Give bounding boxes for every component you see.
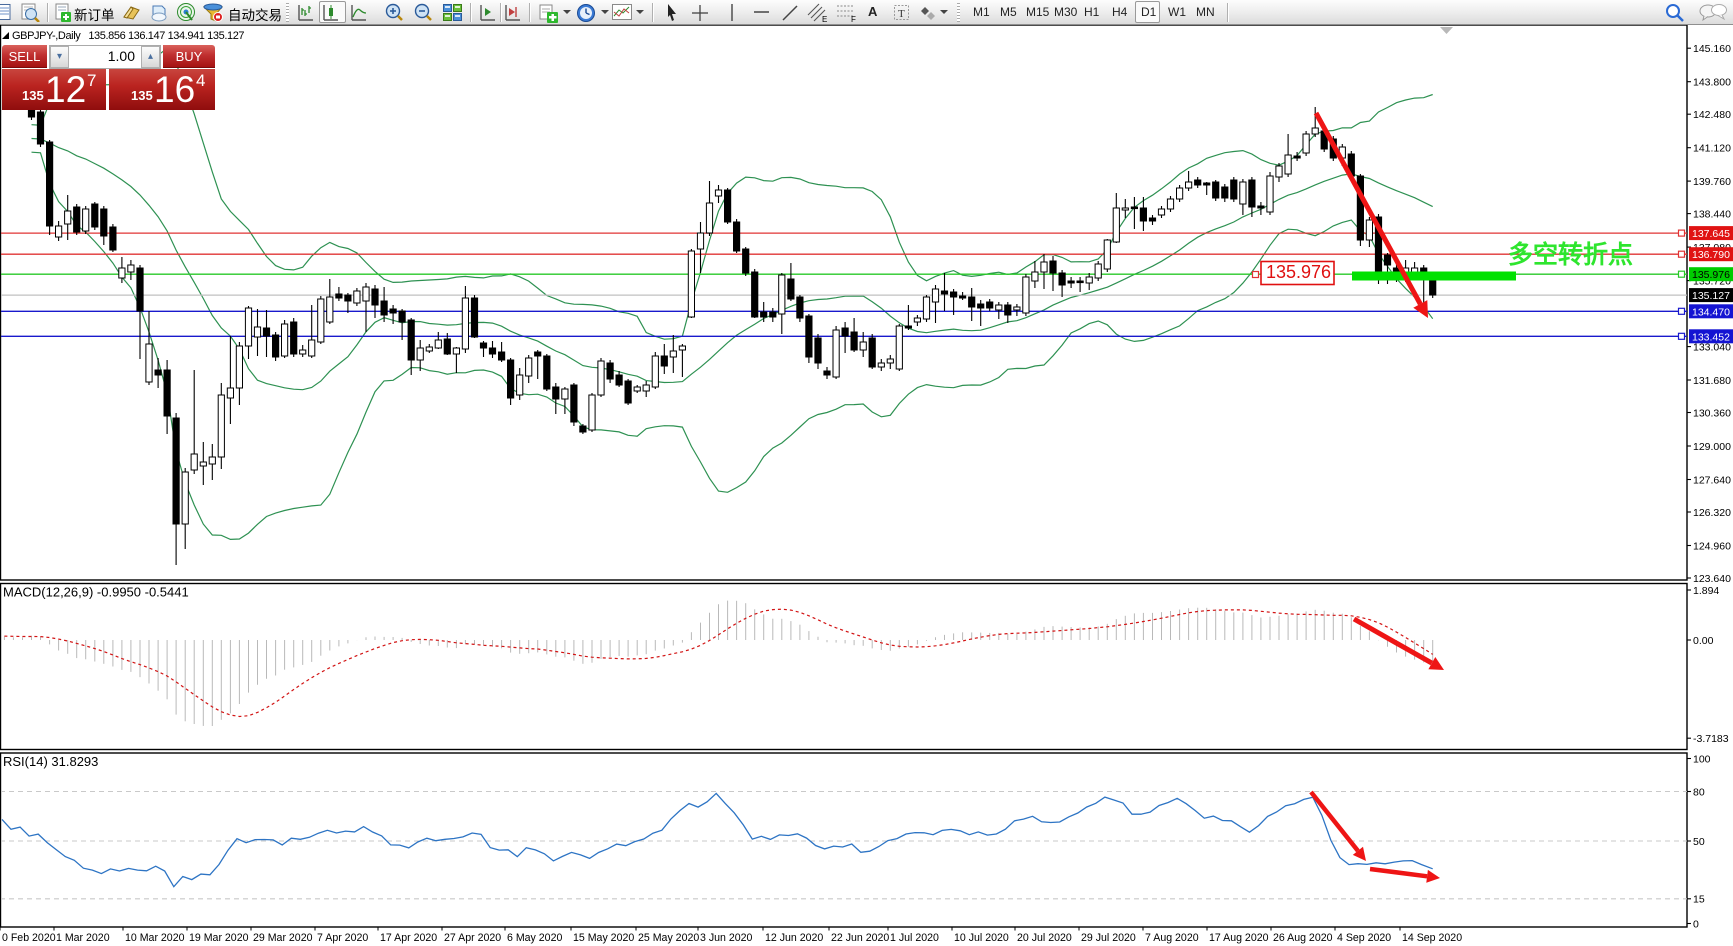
svg-text:123.640: 123.640 — [1693, 573, 1731, 585]
svg-text:RSI(14) 31.8293: RSI(14) 31.8293 — [3, 754, 98, 769]
svg-text:50: 50 — [1693, 836, 1705, 848]
svg-text:17 Aug 2020: 17 Aug 2020 — [1209, 932, 1269, 944]
svg-text:E: E — [822, 15, 827, 23]
svg-text:143.800: 143.800 — [1693, 77, 1731, 89]
svg-text:0: 0 — [1693, 918, 1699, 930]
svg-text:GBPJPY-,Daily 135.856 136.14: GBPJPY-,Daily 135.856 136.147 134.941 13… — [12, 30, 244, 42]
svg-text:10 Jul 2020: 10 Jul 2020 — [954, 932, 1009, 944]
svg-text:145.160: 145.160 — [1693, 43, 1731, 55]
svg-text:0.00: 0.00 — [1693, 635, 1714, 647]
svg-text:4 Sep 2020: 4 Sep 2020 — [1337, 932, 1391, 944]
svg-text:25 May 2020: 25 May 2020 — [638, 932, 699, 944]
svg-text:多空转折点: 多空转折点 — [1508, 240, 1633, 269]
svg-text:0 Feb 2020: 0 Feb 2020 — [2, 932, 56, 944]
svg-text:134.470: 134.470 — [1692, 306, 1730, 318]
svg-text:10 Mar 2020: 10 Mar 2020 — [125, 932, 185, 944]
svg-text:15 May 2020: 15 May 2020 — [573, 932, 634, 944]
svg-text:26 Aug 2020: 26 Aug 2020 — [1273, 932, 1333, 944]
svg-text:19 Mar 2020: 19 Mar 2020 — [189, 932, 249, 944]
svg-text:135.976: 135.976 — [1266, 262, 1331, 282]
svg-text:7 Aug 2020: 7 Aug 2020 — [1145, 932, 1199, 944]
svg-text:126.320: 126.320 — [1693, 507, 1731, 519]
svg-text:124.960: 124.960 — [1693, 540, 1731, 552]
svg-text:133.040: 133.040 — [1693, 341, 1731, 353]
svg-text:20 Jul 2020: 20 Jul 2020 — [1017, 932, 1072, 944]
svg-text:136.790: 136.790 — [1692, 249, 1730, 261]
svg-text:100: 100 — [1693, 753, 1711, 765]
svg-text:137.645: 137.645 — [1692, 228, 1730, 240]
svg-text:138.440: 138.440 — [1693, 208, 1731, 220]
svg-text:127.640: 127.640 — [1693, 474, 1731, 486]
svg-text:-3.7183: -3.7183 — [1693, 733, 1729, 745]
svg-text:22 Jun 2020: 22 Jun 2020 — [831, 932, 889, 944]
svg-text:12 Jun 2020: 12 Jun 2020 — [765, 932, 823, 944]
svg-text:135.127: 135.127 — [1692, 290, 1730, 302]
svg-text:133.452: 133.452 — [1692, 331, 1730, 343]
svg-text:131.680: 131.680 — [1693, 375, 1731, 387]
svg-text:27 Apr 2020: 27 Apr 2020 — [444, 932, 501, 944]
svg-text:139.760: 139.760 — [1693, 176, 1731, 188]
svg-text:17 Apr 2020: 17 Apr 2020 — [380, 932, 437, 944]
svg-text:14 Sep 2020: 14 Sep 2020 — [1402, 932, 1462, 944]
svg-text:135.976: 135.976 — [1692, 269, 1730, 281]
svg-text:129.000: 129.000 — [1693, 441, 1731, 453]
svg-text:29 Jul 2020: 29 Jul 2020 — [1081, 932, 1136, 944]
svg-text:130.360: 130.360 — [1693, 407, 1731, 419]
svg-text:15: 15 — [1693, 894, 1705, 906]
svg-text:1.894: 1.894 — [1693, 585, 1719, 597]
svg-text:F: F — [851, 15, 856, 23]
svg-text:3 Jun 2020: 3 Jun 2020 — [700, 932, 753, 944]
svg-text:6 May 2020: 6 May 2020 — [507, 932, 562, 944]
svg-text:1 Jul 2020: 1 Jul 2020 — [890, 932, 939, 944]
svg-text:T: T — [898, 8, 905, 20]
svg-text:1 Mar 2020: 1 Mar 2020 — [56, 932, 110, 944]
svg-text:80: 80 — [1693, 786, 1705, 798]
svg-text:MACD(12,26,9) -0.9950 -0.5441: MACD(12,26,9) -0.9950 -0.5441 — [3, 585, 189, 600]
svg-text:141.120: 141.120 — [1693, 143, 1731, 155]
svg-text:29 Mar 2020: 29 Mar 2020 — [253, 932, 313, 944]
svg-text:142.480: 142.480 — [1693, 109, 1731, 121]
svg-text:7 Apr 2020: 7 Apr 2020 — [317, 932, 368, 944]
